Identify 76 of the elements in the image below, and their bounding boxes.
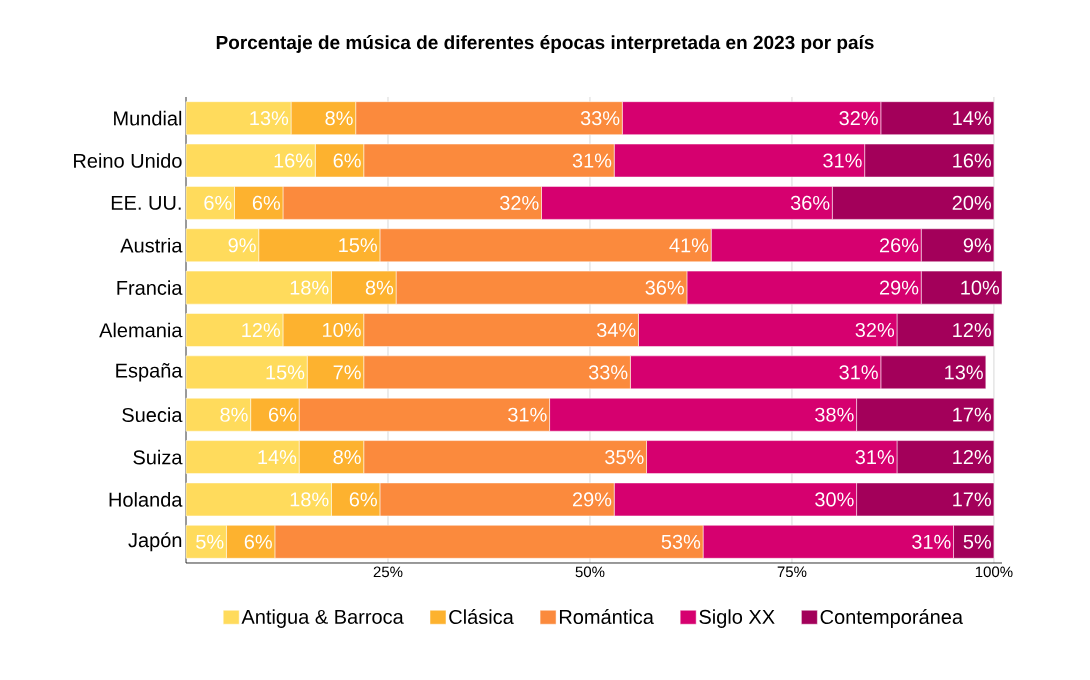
- data-label: 32%: [839, 111, 878, 126]
- data-label: 9%: [963, 238, 991, 253]
- data-label: 8%: [333, 450, 361, 465]
- data-label: 6%: [269, 407, 297, 422]
- data-label: 6%: [333, 153, 361, 168]
- y-tick-label: Mundial: [114, 110, 182, 126]
- data-label: 20%: [952, 195, 991, 210]
- data-label: 10%: [323, 322, 361, 338]
- data-label: 53%: [661, 534, 701, 549]
- data-label: 26%: [879, 238, 919, 253]
- data-label: 30%: [815, 492, 854, 507]
- data-label: 7%: [333, 365, 361, 380]
- data-label: 31%: [508, 407, 547, 422]
- data-label: 18%: [290, 492, 329, 507]
- data-label: 13%: [945, 365, 983, 380]
- y-tick-label: Holanda: [109, 492, 183, 507]
- data-label: 29%: [572, 492, 612, 507]
- data-label: 6%: [252, 195, 281, 210]
- y-tick-label: Alemania: [99, 322, 183, 338]
- data-label: 10%: [961, 280, 1000, 295]
- data-label: 33%: [588, 365, 628, 380]
- legend-label: Contemporánea: [820, 609, 964, 629]
- y-tick-label: Japón: [128, 532, 182, 552]
- data-label: 29%: [879, 280, 919, 295]
- y-tick-label: Reino Unido: [74, 153, 182, 168]
- data-label: 41%: [669, 238, 709, 253]
- y-tick-label: EE. UU.: [111, 195, 181, 210]
- data-label: 6%: [204, 195, 232, 210]
- data-label: 12%: [953, 450, 991, 465]
- data-label: 33%: [580, 111, 620, 126]
- data-label: 6%: [244, 534, 272, 549]
- data-label: 15%: [339, 238, 377, 253]
- x-tick-label: 100%: [975, 566, 1013, 578]
- data-label: 36%: [645, 280, 684, 295]
- legend-label: Romántica: [559, 609, 654, 625]
- data-label: 14%: [258, 450, 297, 465]
- data-label: 17%: [953, 492, 991, 507]
- data-label: 35%: [605, 450, 644, 465]
- data-label: 17%: [953, 407, 991, 422]
- data-label: 16%: [953, 153, 991, 168]
- data-label: 13%: [250, 111, 289, 126]
- y-tick-label: Suecia: [122, 407, 183, 423]
- data-label: 15%: [266, 365, 305, 380]
- data-label: 12%: [953, 322, 991, 338]
- data-label: 18%: [290, 280, 329, 295]
- data-label: 6%: [349, 492, 377, 507]
- data-label: 31%: [823, 153, 862, 168]
- x-tick-label: 25%: [373, 566, 403, 578]
- y-tick-label: Suiza: [133, 449, 183, 465]
- data-label: 5%: [196, 534, 224, 549]
- x-tick-label: 75%: [777, 566, 807, 578]
- data-label: 34%: [596, 322, 636, 338]
- data-label: 31%: [572, 153, 612, 168]
- legend-label: Antigua & Barroca: [241, 609, 404, 628]
- data-label: 14%: [953, 111, 991, 126]
- data-label: 38%: [815, 407, 854, 422]
- data-label: 32%: [855, 322, 895, 338]
- data-label: 31%: [912, 534, 951, 549]
- y-tick-label: Austria: [120, 237, 183, 253]
- chart-title: Porcentaje de música de diferentes épocas interpretada en 2023 por país: [216, 35, 874, 53]
- data-label: 12%: [242, 322, 281, 338]
- data-label: 32%: [500, 195, 539, 210]
- legend-label: Clásica: [449, 609, 514, 625]
- data-label: 16%: [274, 153, 313, 168]
- data-label: 31%: [839, 365, 878, 380]
- y-tick-label: Francia: [117, 280, 183, 295]
- data-label: 5%: [963, 534, 991, 549]
- data-label: 8%: [325, 111, 353, 126]
- data-label: 8%: [365, 280, 394, 295]
- y-tick-label: España: [116, 363, 183, 382]
- data-label: 31%: [855, 450, 895, 465]
- x-tick-label: 50%: [575, 566, 605, 578]
- data-label: 9%: [228, 238, 256, 253]
- legend-label: Siglo XX: [699, 609, 775, 628]
- data-label: 8%: [220, 407, 248, 422]
- data-label: 36%: [790, 195, 830, 210]
